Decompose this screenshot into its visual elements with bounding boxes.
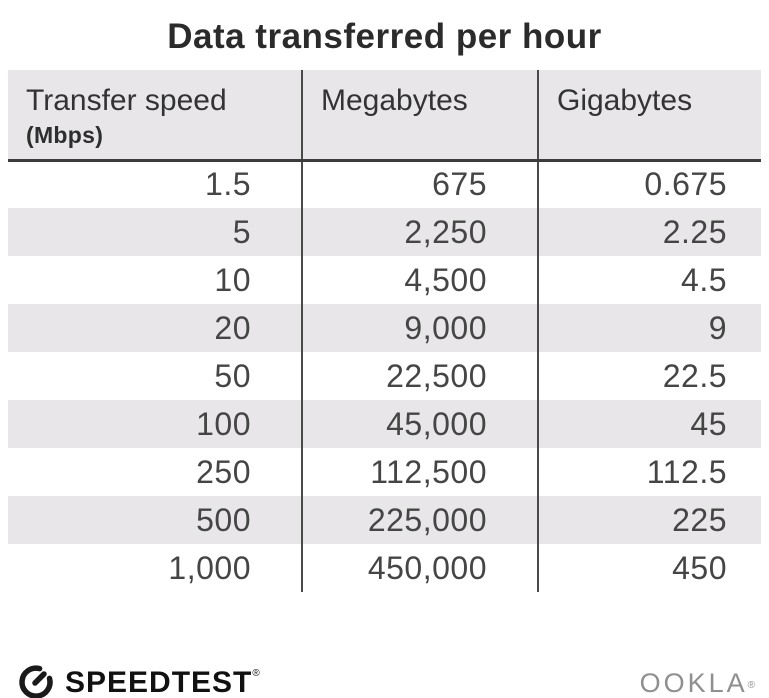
table-header: Transfer speed (Mbps) Megabytes Gigabyte… [8,70,761,162]
speedtest-logo: SPEEDTEST® [16,660,261,698]
cell-megabytes: 450,000 [301,544,538,592]
cell-speed: 5 [8,208,302,256]
cell-gigabytes: 112.5 [537,448,761,496]
header-gigabytes: Gigabytes [537,70,761,162]
ookla-logo: OOKLA ® [640,668,755,698]
table-row: 50 22,500 22.5 [8,352,761,400]
ookla-wordmark: OOKLA [639,667,748,698]
header-transfer-speed-unit: (Mbps) [26,122,104,148]
table-row: 100 45,000 45 [8,400,761,448]
cell-megabytes: 4,500 [301,256,538,304]
header-transfer-speed: Transfer speed (Mbps) [8,70,302,162]
ookla-trademark: ® [747,679,755,691]
cell-speed: 20 [8,304,302,352]
cell-gigabytes: 4.5 [537,256,761,304]
cell-megabytes: 2,250 [301,208,538,256]
data-transfer-table: Transfer speed (Mbps) Megabytes Gigabyte… [8,70,761,592]
speedtest-gauge-icon [16,660,56,698]
speedtest-wordmark-text: SPEEDTEST [65,666,253,698]
cell-megabytes: 225,000 [301,496,538,544]
cell-gigabytes: 2.25 [537,208,761,256]
speedtest-wordmark: SPEEDTEST® [65,666,261,698]
header-transfer-speed-label: Transfer speed [26,84,227,117]
cell-gigabytes: 450 [537,544,761,592]
cell-speed: 100 [8,400,302,448]
speedtest-trademark: ® [252,668,261,679]
cell-gigabytes: 45 [537,400,761,448]
cell-speed: 1.5 [205,166,251,203]
cell-megabytes: 675 [301,160,538,208]
table-row: 1.5 675 0.675 [8,160,761,208]
table-row: 20 9,000 9 [8,304,761,352]
cell-megabytes: 112,500 [301,448,538,496]
cell-speed: 10 [214,261,251,298]
table-body: 1.5 675 0.675 5 2,250 2.25 10 4,500 4.5 … [8,160,761,592]
cell-gigabytes: 0.675 [537,160,761,208]
cell-gigabytes: 22.5 [537,352,761,400]
table-row: 10 4,500 4.5 [8,256,761,304]
table-row: 500 225,000 225 [8,496,761,544]
cell-speed: 50 [214,357,251,394]
footer: SPEEDTEST® OOKLA ® [0,659,769,698]
cell-speed: 500 [8,496,302,544]
cell-gigabytes: 9 [537,304,761,352]
header-megabytes: Megabytes [301,70,538,162]
table-row: 1,000 450,000 450 [8,544,761,592]
cell-speed: 250 [196,453,251,490]
cell-megabytes: 22,500 [301,352,538,400]
table-row: 5 2,250 2.25 [8,208,761,256]
infographic-page: Data transferred per hour Transfer speed… [0,17,769,698]
cell-gigabytes: 225 [537,496,761,544]
cell-megabytes: 45,000 [301,400,538,448]
cell-speed: 1,000 [168,549,251,586]
table-row: 250 112,500 112.5 [8,448,761,496]
cell-megabytes: 9,000 [301,304,538,352]
page-title: Data transferred per hour [167,17,602,56]
